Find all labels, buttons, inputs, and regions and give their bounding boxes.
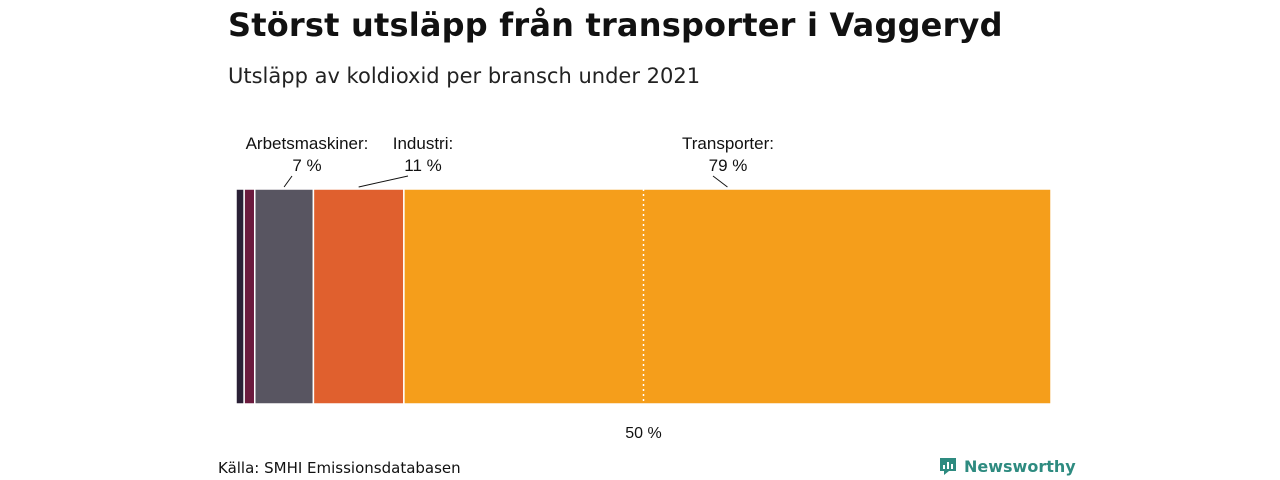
bar-segment-3 bbox=[312, 188, 405, 405]
brand-logo: Newsworthy bbox=[938, 456, 1076, 476]
bar-segment-4 bbox=[403, 188, 1052, 405]
segment-label-3: Industri: bbox=[393, 134, 453, 153]
segment-labels: Arbetsmaskiner: 7 % Industri: 11 % Transport… bbox=[246, 134, 774, 188]
source-note: Källa: SMHI Emissionsdatabasen bbox=[218, 459, 461, 477]
leader-line-4 bbox=[712, 175, 728, 188]
reference-line-group: 50 % bbox=[625, 189, 662, 442]
bar-segment-1 bbox=[243, 188, 256, 405]
reference-line-label: 50 % bbox=[625, 425, 661, 442]
segment-value-label-3: 11 % bbox=[404, 156, 442, 175]
leader-line-3 bbox=[358, 175, 409, 188]
segment-label-4: Transporter: bbox=[682, 134, 774, 153]
brand-name: Newsworthy bbox=[964, 456, 1076, 476]
chart-title: Störst utsläpp från transporter i Vagger… bbox=[228, 6, 1003, 44]
segment-label-2: Arbetsmaskiner: bbox=[246, 134, 369, 153]
segment-value-label-2: 7 % bbox=[292, 156, 321, 175]
chart-subtitle: Utsläpp av koldioxid per bransch under 2… bbox=[228, 64, 701, 88]
bar-segment-2 bbox=[253, 188, 315, 405]
leader-line-2 bbox=[283, 175, 293, 188]
bar-segment-0 bbox=[235, 188, 245, 405]
newsworthy-logo-icon bbox=[940, 458, 956, 475]
stacked-bar-chart: 50 % Arbetsmaskiner: 7 % Industri: 11 % Tran… bbox=[235, 134, 1052, 442]
bar-segments bbox=[235, 188, 1052, 405]
segment-value-label-4: 79 % bbox=[709, 156, 748, 175]
